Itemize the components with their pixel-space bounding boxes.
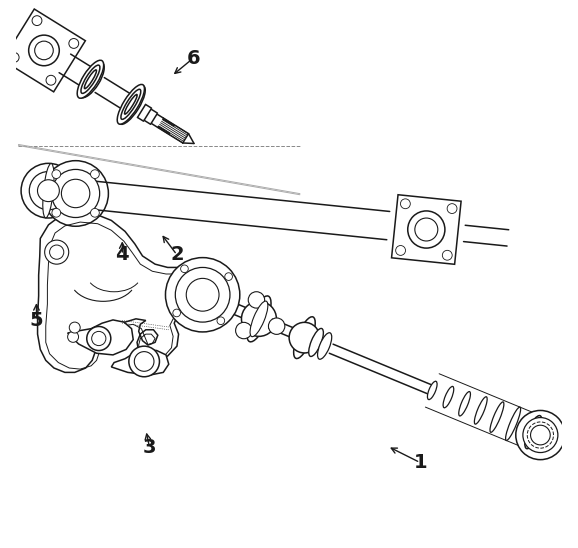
Ellipse shape	[81, 65, 100, 93]
Ellipse shape	[117, 84, 144, 124]
Circle shape	[447, 204, 457, 214]
Polygon shape	[391, 195, 461, 264]
Circle shape	[173, 309, 180, 317]
Ellipse shape	[475, 397, 487, 424]
Polygon shape	[2, 9, 86, 92]
Ellipse shape	[428, 381, 437, 399]
Circle shape	[268, 318, 285, 334]
Ellipse shape	[309, 328, 323, 356]
Ellipse shape	[506, 407, 521, 441]
Circle shape	[38, 180, 60, 202]
Ellipse shape	[124, 94, 137, 114]
Ellipse shape	[121, 89, 141, 119]
Ellipse shape	[443, 386, 454, 408]
Ellipse shape	[79, 62, 104, 98]
Text: 6: 6	[187, 49, 200, 67]
Text: 1: 1	[413, 453, 427, 472]
Circle shape	[248, 292, 265, 308]
Circle shape	[91, 170, 99, 179]
Polygon shape	[38, 212, 213, 373]
Circle shape	[236, 322, 252, 339]
Ellipse shape	[43, 163, 54, 218]
Circle shape	[186, 278, 219, 311]
Circle shape	[9, 53, 19, 62]
Ellipse shape	[525, 415, 542, 449]
Ellipse shape	[250, 301, 268, 336]
Circle shape	[396, 246, 406, 255]
Circle shape	[21, 163, 76, 218]
Circle shape	[50, 245, 64, 259]
Circle shape	[91, 208, 99, 217]
Circle shape	[531, 425, 550, 445]
Circle shape	[401, 199, 410, 209]
Circle shape	[43, 161, 109, 226]
Ellipse shape	[294, 317, 315, 358]
Ellipse shape	[459, 392, 470, 416]
Circle shape	[134, 352, 154, 372]
Circle shape	[129, 346, 160, 377]
Circle shape	[516, 410, 565, 460]
Circle shape	[29, 172, 68, 210]
Circle shape	[45, 240, 69, 264]
Circle shape	[32, 16, 42, 26]
Circle shape	[52, 208, 61, 217]
Circle shape	[217, 317, 225, 324]
Circle shape	[242, 301, 276, 336]
Circle shape	[92, 332, 106, 346]
Circle shape	[523, 418, 558, 453]
Circle shape	[29, 35, 60, 66]
Circle shape	[407, 211, 445, 248]
Ellipse shape	[490, 402, 504, 432]
Circle shape	[51, 169, 99, 218]
Circle shape	[87, 327, 111, 351]
Text: 4: 4	[116, 246, 129, 264]
Circle shape	[52, 170, 61, 179]
Circle shape	[442, 250, 452, 260]
Circle shape	[68, 332, 79, 342]
Ellipse shape	[118, 85, 145, 124]
Circle shape	[225, 273, 232, 281]
Circle shape	[165, 258, 240, 332]
Text: 3: 3	[143, 438, 157, 458]
Text: 5: 5	[29, 311, 43, 330]
Polygon shape	[112, 350, 169, 375]
Ellipse shape	[317, 333, 332, 359]
Circle shape	[35, 41, 53, 60]
Circle shape	[69, 322, 80, 333]
Circle shape	[415, 218, 438, 241]
Circle shape	[289, 322, 320, 353]
Text: 2: 2	[170, 246, 184, 264]
Circle shape	[61, 179, 90, 208]
Ellipse shape	[247, 296, 271, 342]
Circle shape	[46, 75, 56, 85]
Circle shape	[175, 267, 230, 322]
Circle shape	[69, 38, 79, 48]
Ellipse shape	[84, 70, 97, 89]
Ellipse shape	[77, 60, 103, 98]
Polygon shape	[68, 320, 133, 355]
Circle shape	[180, 265, 188, 272]
